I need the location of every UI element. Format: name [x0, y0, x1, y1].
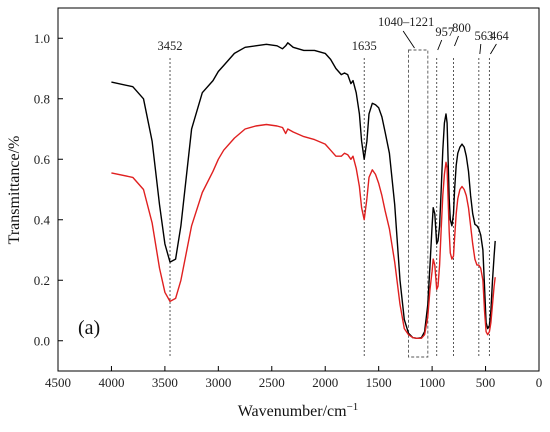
annotation-label: 464: [490, 29, 510, 43]
x-tick-label: 3000: [205, 375, 231, 390]
annotation-label: 3452: [158, 39, 183, 53]
annotation-arrow: [490, 43, 497, 55]
x-axis-title-main: Wavenumber/cm: [238, 403, 347, 420]
x-tick-label: 0: [536, 375, 543, 390]
y-tick-label: 1.0: [34, 31, 50, 46]
y-tick-label: 0.4: [34, 212, 51, 227]
annotation-label: 800: [452, 21, 471, 35]
annotation-label: 1635: [352, 39, 377, 53]
x-axis-title: Wavenumber/cm−1: [238, 401, 359, 420]
x-tick-label: 1000: [419, 375, 445, 390]
range-box: [408, 49, 429, 358]
x-tick-label: 1500: [366, 375, 392, 390]
annotation-arrow: [402, 30, 415, 49]
annotation-label: 563: [474, 29, 493, 43]
y-tick-label: 0.6: [34, 152, 51, 167]
y-tick-label: 0.8: [34, 91, 50, 106]
x-tick-label: 4500: [45, 375, 71, 390]
plot-frame: [57, 7, 540, 372]
series-line-1: [111, 42, 496, 339]
y-axis-title: Transmittance/%: [6, 136, 23, 245]
panel-label: (a): [78, 317, 100, 339]
annotation-label: 957: [435, 25, 454, 39]
tick-layer: 4500 4000 3500 3000 2500 2000 1500 1000 500 0 0.0 0…: [34, 31, 543, 390]
annotation-arrow: [437, 39, 443, 51]
x-axis-title-sup: −1: [347, 401, 359, 413]
y-tick-label: 0.0: [34, 333, 50, 348]
annotation-arrow: [479, 43, 482, 55]
annotation-label: 1040–1221: [378, 15, 434, 29]
x-tick-label: 2000: [312, 375, 338, 390]
x-tick-label: 500: [476, 375, 496, 390]
x-tick-label: 4000: [98, 375, 124, 390]
annotation-arrow: [454, 35, 459, 47]
x-tick-label: 2500: [259, 375, 285, 390]
series-line-2: [111, 123, 496, 339]
series-layer: [111, 42, 496, 339]
y-tick-label: 0.2: [34, 273, 50, 288]
x-tick-label: 3500: [152, 375, 178, 390]
